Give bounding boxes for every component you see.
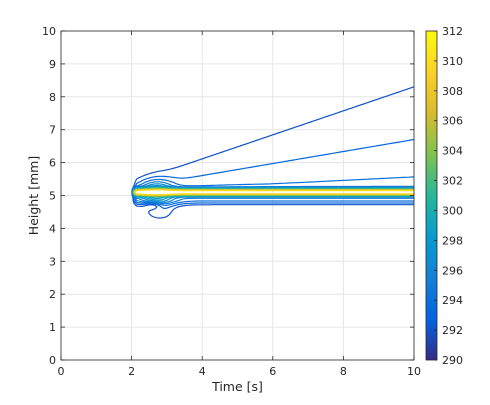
y-tick-label: 8 (49, 91, 56, 104)
y-tick-label: 10 (42, 25, 56, 38)
colorbar-tick-label: 312 (442, 25, 463, 38)
y-tick-label: 1 (49, 321, 56, 334)
contour-line (131, 138, 414, 210)
x-axis-label: Time [s] (211, 379, 263, 394)
x-tick-label: 10 (407, 365, 421, 378)
x-tick-label: 8 (340, 365, 347, 378)
contour-line (134, 189, 414, 196)
x-tick-label: 0 (58, 365, 65, 378)
colorbar-tick-label: 292 (442, 324, 463, 337)
x-tick-label: 2 (128, 365, 135, 378)
colorbar: 290 292 294 296 298 300 302 304 306 308 310 312 (425, 25, 463, 367)
x-tick-label: 6 (269, 365, 276, 378)
plot-area (60, 30, 415, 361)
contour-line (131, 176, 414, 206)
y-tick-label: 0 (49, 354, 56, 367)
y-axis-label: Height [mm] (26, 156, 41, 235)
colorbar-tick-label: 294 (442, 294, 463, 307)
colorbar-tick-label: 296 (442, 264, 463, 277)
y-tick-label: 4 (49, 222, 56, 235)
x-axis: 0 2 4 6 8 10 (58, 31, 421, 378)
contour-line (131, 181, 414, 205)
colorbar-tick-label: 308 (442, 85, 463, 98)
y-tick-label: 2 (49, 288, 56, 301)
colorbar-tick-label: 298 (442, 234, 463, 247)
colorbar-tick-label: 302 (442, 175, 463, 188)
y-tick-label: 3 (49, 255, 56, 268)
colorbar-tick-label: 310 (442, 55, 463, 68)
colorbar-tick-label: 300 (442, 204, 463, 217)
y-tick-label: 7 (49, 124, 56, 137)
y-tick-label: 6 (49, 157, 56, 170)
x-tick-label: 4 (199, 365, 206, 378)
colorbar-scale (425, 30, 438, 361)
colorbar-tick-label: 306 (442, 115, 463, 128)
y-tick-label: 5 (49, 190, 56, 203)
colorbar-tick-label: 290 (442, 354, 463, 367)
y-tick-label: 9 (49, 58, 56, 71)
y-axis: 0 1 2 3 4 5 6 7 8 9 10 (42, 25, 414, 367)
colorbar-tick-label: 304 (442, 145, 463, 158)
